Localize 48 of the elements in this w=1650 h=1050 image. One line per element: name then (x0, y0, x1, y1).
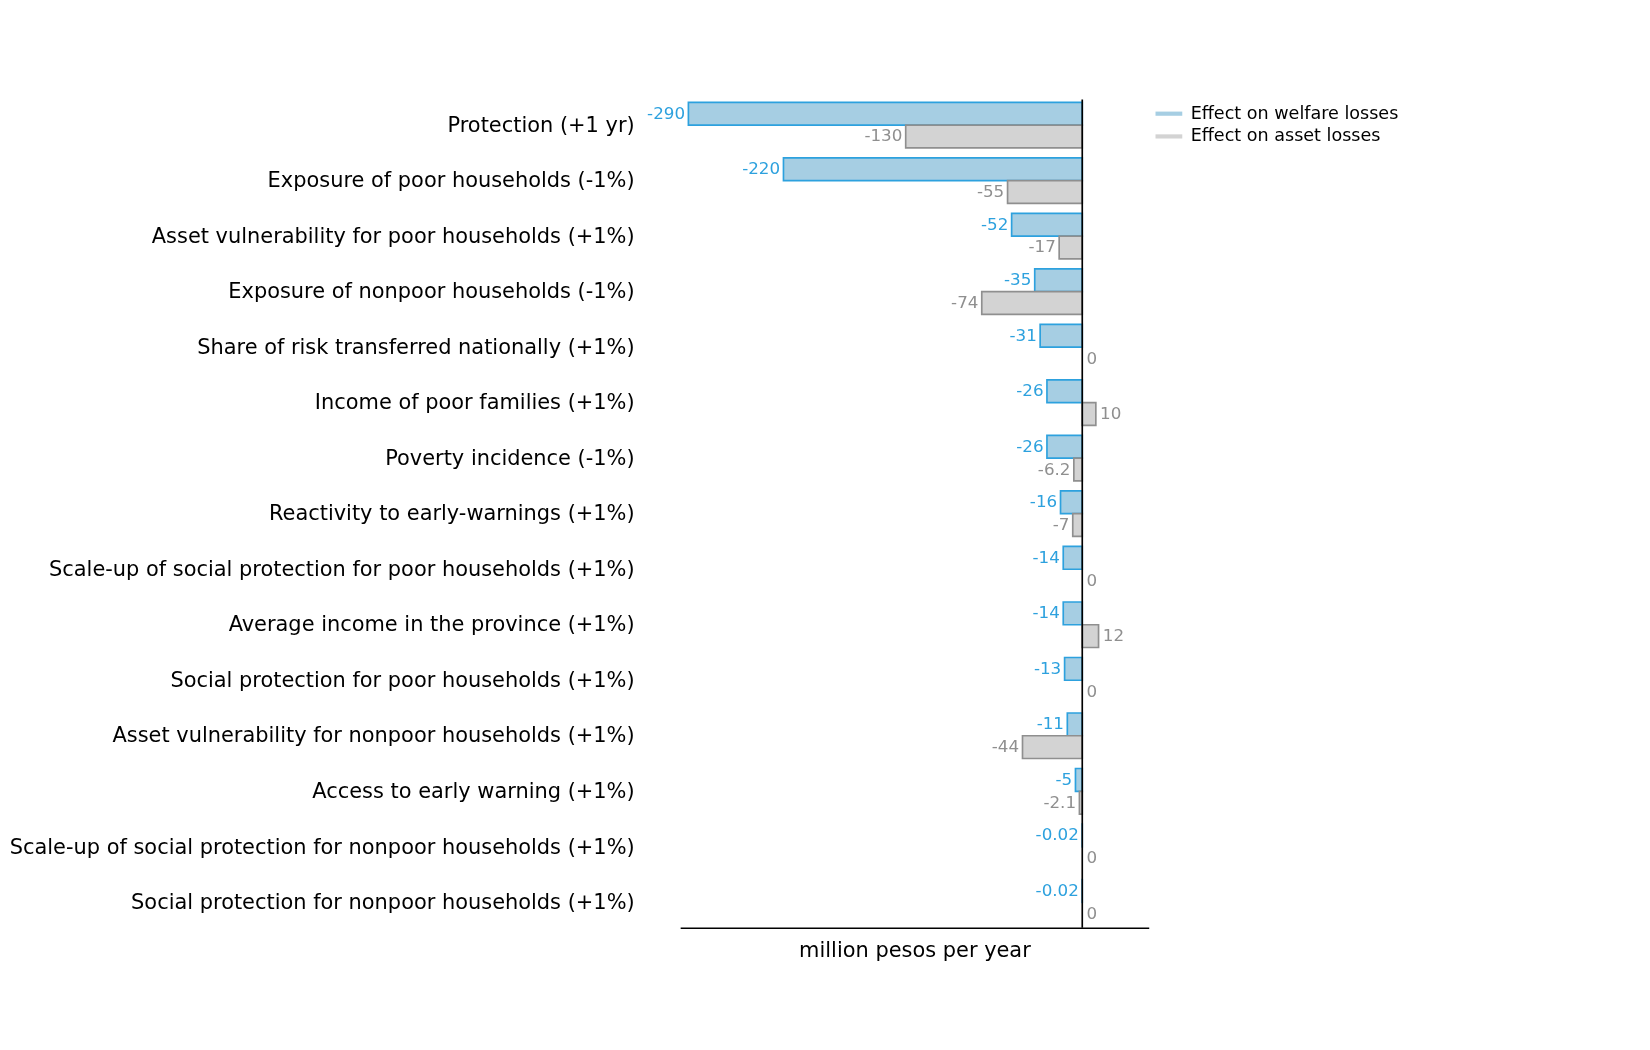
data-label: -6.2 (1037, 458, 1071, 479)
data-label: -11 (1036, 713, 1064, 734)
y-tick-label: Exposure of poor households (-1%) (267, 168, 635, 193)
y-tick-label: Income of poor families (+1%) (314, 390, 635, 415)
data-label: -44 (991, 736, 1020, 757)
data-label: 0 (1086, 847, 1098, 868)
y-tick-label: Asset vulnerability for poor households (+1%) (151, 223, 635, 248)
y-tick-label: Social protection for nonpoor households (+1%) (131, 890, 635, 915)
data-label: -7 (1052, 514, 1070, 535)
data-label: 0 (1086, 569, 1098, 590)
legend-label: Effect on asset losses (1190, 125, 1381, 146)
data-label: -52 (980, 213, 1009, 234)
data-label: 12 (1102, 625, 1125, 646)
y-tick-label: Social protection for poor households (+1%) (170, 667, 635, 692)
y-tick-label: Reactivity to early-warnings (+1%) (268, 501, 635, 526)
data-label: -0.02 (1035, 879, 1079, 900)
y-tick-label: Average income in the province (+1%) (228, 612, 635, 637)
data-label: -26 (1016, 435, 1044, 456)
data-label: -16 (1029, 491, 1058, 512)
data-label: -0.02 (1035, 824, 1079, 845)
y-tick-label: Poverty incidence (-1%) (385, 445, 635, 470)
y-tick-label: Scale-up of social protection for nonpoor households (+1%) (9, 834, 635, 859)
y-tick-label: Asset vulnerability for nonpoor households (+1%) (112, 723, 635, 748)
data-label: -130 (864, 125, 903, 146)
legend-label: Effect on welfare losses (1190, 102, 1399, 123)
data-label: -74 (951, 292, 979, 313)
data-label: -31 (1009, 324, 1037, 345)
data-label: 10 (1100, 403, 1122, 424)
y-tick-label: Exposure of nonpoor households (-1%) (228, 279, 635, 304)
data-label: -2.1 (1043, 791, 1077, 812)
y-tick-label: Protection (+1 yr) (447, 112, 635, 137)
data-label: -17 (1028, 236, 1056, 257)
data-label: -14 (1032, 602, 1060, 623)
data-label: -220 (742, 158, 781, 179)
data-label: 0 (1086, 902, 1098, 923)
data-label: -13 (1033, 657, 1062, 678)
data-label: -35 (1004, 269, 1032, 290)
data-label: -5 (1055, 768, 1073, 789)
data-label: 0 (1086, 680, 1098, 701)
data-label: -55 (976, 180, 1005, 201)
y-tick-label: Access to early warning (+1%) (312, 778, 635, 803)
data-label: -290 (647, 102, 686, 123)
y-tick-label: Scale-up of social protection for poor households (+1%) (49, 556, 635, 581)
y-tick-label: Share of risk transferred nationally (+1%) (197, 334, 635, 359)
data-label: 0 (1086, 347, 1098, 368)
x-axis-title: million pesos per year (799, 937, 1032, 962)
data-label: -14 (1032, 546, 1060, 567)
data-label: -26 (1016, 380, 1044, 401)
